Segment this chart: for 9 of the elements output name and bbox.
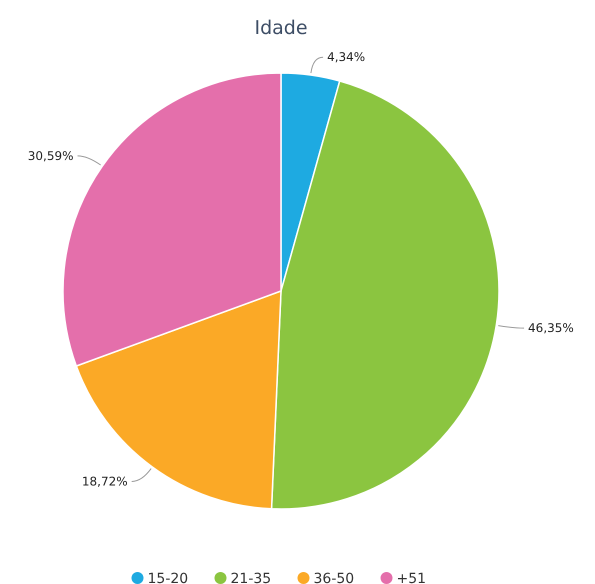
legend-label: 21-35	[230, 571, 272, 584]
data-label: 18,72%	[82, 474, 128, 488]
legend-label: 36-50	[314, 571, 354, 584]
legend-label: 15-20	[148, 571, 188, 584]
data-label: 30,59%	[28, 148, 74, 163]
legend-label: +51	[396, 571, 426, 584]
chart-title: Idade	[254, 17, 308, 39]
data-label: 46,35%	[528, 321, 574, 336]
data-label: 4,34%	[327, 50, 366, 64]
